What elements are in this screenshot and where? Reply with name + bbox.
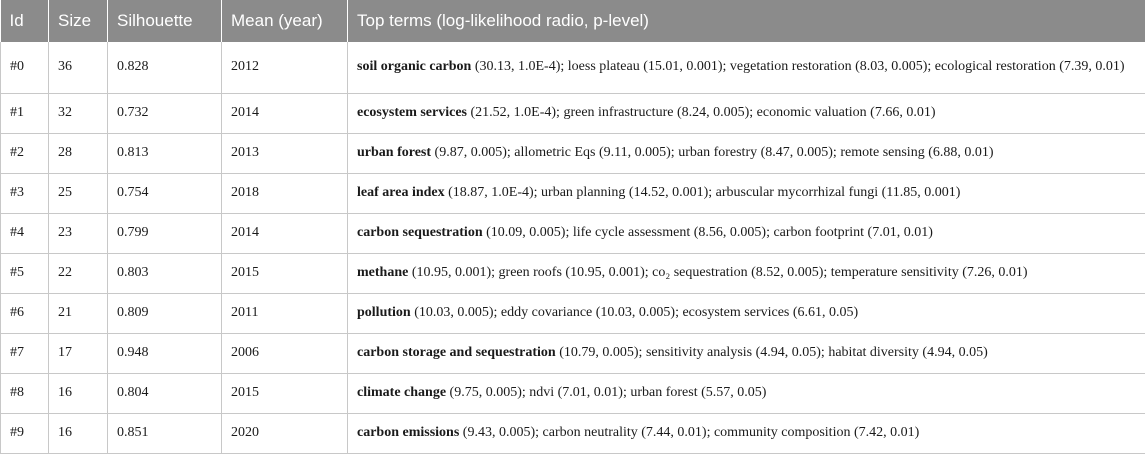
other-terms: (10.79, 0.005); sensitivity analysis (4.… [555, 345, 988, 360]
cell-mean-year: 2020 [221, 413, 348, 454]
other-terms: (10.09, 0.005); life cycle assessment (8… [482, 225, 933, 240]
cell-mean-year: 2012 [221, 42, 348, 94]
other-terms: (21.52, 1.0E-4); green infrastructure (8… [467, 105, 936, 120]
key-term: pollution [357, 305, 411, 320]
cell-mean-year: 2011 [221, 293, 348, 334]
cell-top-terms: carbon emissions (9.43, 0.005); carbon n… [347, 413, 1145, 454]
other-terms: (9.87, 0.005); allometric Eqs (9.11, 0.0… [431, 145, 994, 160]
cell-silhouette: 0.804 [107, 373, 222, 414]
cell-size: 21 [48, 293, 108, 334]
cell-size: 16 [48, 413, 108, 454]
cell-size: 23 [48, 213, 108, 254]
cell-top-terms: urban forest (9.87, 0.005); allometric E… [347, 133, 1145, 174]
cell-mean-year: 2013 [221, 133, 348, 174]
cell-silhouette: 0.851 [107, 413, 222, 454]
cell-size: 36 [48, 42, 108, 94]
table-row: #6 21 0.809 2011 pollution (10.03, 0.005… [0, 293, 1145, 334]
cell-size: 28 [48, 133, 108, 174]
table-row: #4 23 0.799 2014 carbon sequestration (1… [0, 213, 1145, 254]
cell-id: #1 [0, 93, 49, 134]
cell-size: 16 [48, 373, 108, 414]
cell-id: #5 [0, 253, 49, 294]
table-row: #8 16 0.804 2015 climate change (9.75, 0… [0, 373, 1145, 414]
key-term: methane [357, 265, 409, 280]
other-terms: (10.95, 0.001); green roofs (10.95, 0.00… [408, 265, 1028, 280]
table-row: #7 17 0.948 2006 carbon storage and sequ… [0, 333, 1145, 374]
cell-mean-year: 2015 [221, 253, 348, 294]
cell-mean-year: 2015 [221, 373, 348, 414]
cell-size: 32 [48, 93, 108, 134]
header-size: Size [48, 0, 108, 42]
header-silhouette: Silhouette [107, 0, 222, 42]
cell-size: 25 [48, 173, 108, 214]
cell-id: #8 [0, 373, 49, 414]
cell-silhouette: 0.754 [107, 173, 222, 214]
key-term: carbon sequestration [357, 225, 483, 240]
other-terms: (9.43, 0.005); carbon neutrality (7.44, … [459, 425, 920, 440]
cell-top-terms: carbon storage and sequestration (10.79,… [347, 333, 1145, 374]
table-row: #9 16 0.851 2020 carbon emissions (9.43,… [0, 413, 1145, 454]
cell-size: 22 [48, 253, 108, 294]
other-terms: (18.87, 1.0E-4); urban planning (14.52, … [444, 185, 961, 200]
cell-silhouette: 0.803 [107, 253, 222, 294]
cell-mean-year: 2006 [221, 333, 348, 374]
cell-id: #3 [0, 173, 49, 214]
key-term: ecosystem services [357, 105, 468, 120]
cell-top-terms: soil organic carbon (30.13, 1.0E-4); loe… [347, 42, 1145, 94]
cell-mean-year: 2018 [221, 173, 348, 214]
cell-size: 17 [48, 333, 108, 374]
table-body: #0 36 0.828 2012 soil organic carbon (30… [0, 42, 1145, 454]
table-row: #0 36 0.828 2012 soil organic carbon (30… [0, 42, 1145, 94]
cell-silhouette: 0.828 [107, 42, 222, 94]
key-term: carbon emissions [357, 425, 460, 440]
cell-silhouette: 0.732 [107, 93, 222, 134]
cell-silhouette: 0.799 [107, 213, 222, 254]
key-term: carbon storage and sequestration [357, 345, 556, 360]
table-row: #1 32 0.732 2014 ecosystem services (21.… [0, 93, 1145, 134]
cell-id: #2 [0, 133, 49, 174]
cell-top-terms: methane (10.95, 0.001); green roofs (10.… [347, 253, 1145, 294]
cell-top-terms: ecosystem services (21.52, 1.0E-4); gree… [347, 93, 1145, 134]
header-id: Id [0, 0, 49, 42]
table-header: Id Size Silhouette Mean (year) Top terms… [0, 0, 1145, 42]
cell-id: #6 [0, 293, 49, 334]
key-term: urban forest [357, 145, 432, 160]
key-term: climate change [357, 385, 447, 400]
cell-id: #4 [0, 213, 49, 254]
cell-top-terms: climate change (9.75, 0.005); ndvi (7.01… [347, 373, 1145, 414]
other-terms: (30.13, 1.0E-4); loess plateau (15.01, 0… [471, 59, 1125, 75]
key-term: soil organic carbon [357, 59, 472, 75]
table-row: #3 25 0.754 2018 leaf area index (18.87,… [0, 173, 1145, 214]
cell-silhouette: 0.809 [107, 293, 222, 334]
table-row: #2 28 0.813 2013 urban forest (9.87, 0.0… [0, 133, 1145, 174]
cell-top-terms: carbon sequestration (10.09, 0.005); lif… [347, 213, 1145, 254]
other-terms: (9.75, 0.005); ndvi (7.01, 0.01); urban … [446, 385, 767, 400]
cell-silhouette: 0.948 [107, 333, 222, 374]
header-top-terms: Top terms (log-likelihood radio, p-level… [347, 0, 1145, 42]
cell-silhouette: 0.813 [107, 133, 222, 174]
cell-mean-year: 2014 [221, 213, 348, 254]
cell-id: #7 [0, 333, 49, 374]
header-row: Id Size Silhouette Mean (year) Top terms… [0, 0, 1145, 42]
other-terms: (10.03, 0.005); eddy covariance (10.03, … [410, 305, 859, 320]
cell-id: #9 [0, 413, 49, 454]
header-mean-year: Mean (year) [221, 0, 348, 42]
cell-top-terms: pollution (10.03, 0.005); eddy covarianc… [347, 293, 1145, 334]
cell-mean-year: 2014 [221, 93, 348, 134]
cell-id: #0 [0, 42, 49, 94]
cell-top-terms: leaf area index (18.87, 1.0E-4); urban p… [347, 173, 1145, 214]
table-row: #5 22 0.803 2015 methane (10.95, 0.001);… [0, 253, 1145, 294]
key-term: leaf area index [357, 185, 445, 200]
